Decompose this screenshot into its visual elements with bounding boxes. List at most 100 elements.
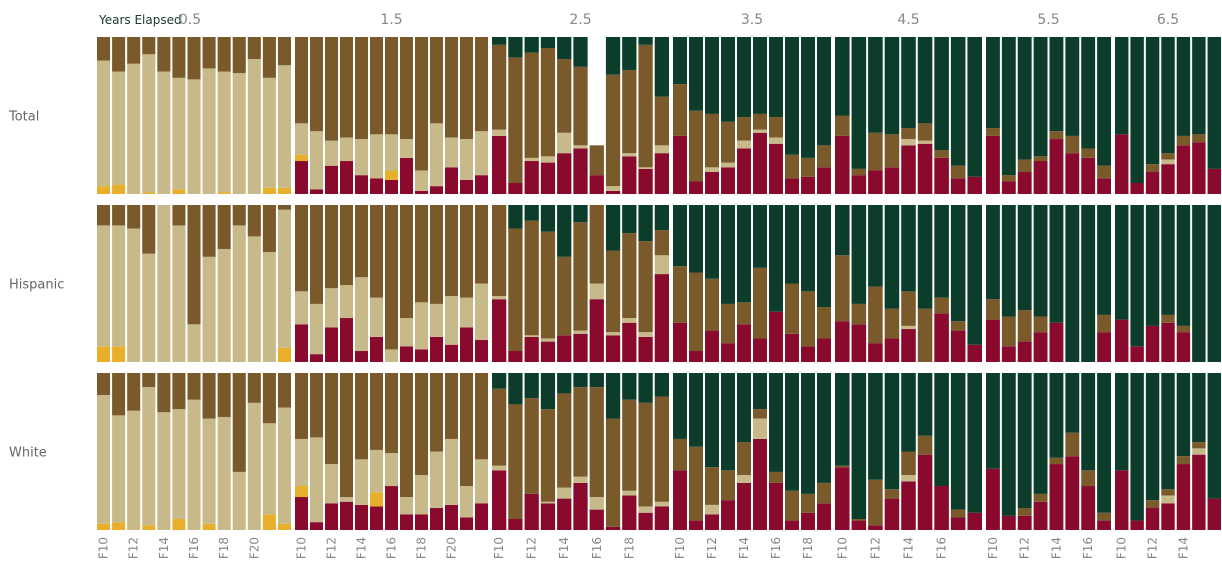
bar-segment-brown <box>325 37 338 141</box>
bar-segment-crimson <box>835 135 850 194</box>
bar-segment-green <box>557 373 572 394</box>
bar-segment-tan <box>277 407 291 524</box>
bar-segment-crimson <box>1176 464 1191 530</box>
bar-segment-tan <box>127 410 141 530</box>
bar-segment-crimson <box>385 179 398 194</box>
bar-segment-brown <box>589 205 604 284</box>
bar-segment-crimson <box>589 175 604 194</box>
bar-segment-brown <box>917 123 933 141</box>
bar-segment-crimson <box>1049 139 1064 194</box>
bar-segment-brown <box>475 37 488 132</box>
bar-segment-brown <box>232 37 246 74</box>
bar-segment-tan <box>430 451 443 509</box>
bar-segment-green <box>654 37 669 97</box>
bar-segment-brown <box>1017 159 1032 173</box>
bar-segment-green <box>884 205 900 309</box>
x-tick-label: F10 <box>97 537 111 559</box>
bar-segment-brown <box>1049 457 1064 465</box>
bar-segment-brown <box>1192 442 1206 449</box>
bar-segment-crimson <box>950 330 966 362</box>
bar-segment-brown <box>187 205 201 325</box>
bar-segment-crimson <box>673 135 687 194</box>
bar-segment-gold <box>97 346 111 362</box>
x-tick-label: F10 <box>492 537 506 559</box>
bar-segment-green <box>801 373 815 494</box>
bar-segment-brown <box>638 402 653 507</box>
bar-segment-tan <box>97 60 111 187</box>
bar-segment-crimson <box>557 498 572 530</box>
bar-segment-tan <box>400 318 413 347</box>
bar-segment-crimson <box>884 338 900 362</box>
bar-segment-crimson <box>430 336 443 362</box>
bar-segment-green <box>492 373 507 389</box>
bar-segment-crimson <box>385 486 398 530</box>
bar-segment-brown <box>508 228 523 352</box>
bar-segment-crimson <box>400 514 413 530</box>
bar-segment-brown <box>262 37 276 78</box>
x-tick-label: F12 <box>705 537 719 559</box>
bar-segment-crimson <box>901 329 916 362</box>
bar-segment-crimson <box>934 157 949 194</box>
bar-segment-green <box>868 373 883 480</box>
bar-segment-brown <box>785 490 799 521</box>
bar-segment-green <box>622 205 637 234</box>
bar-segment-green <box>1207 205 1221 362</box>
bar-segment-brown <box>934 150 949 158</box>
x-tick-label: F18 <box>415 537 429 559</box>
bar-segment-tan <box>97 394 111 524</box>
bar-segment-green <box>1145 205 1160 326</box>
bar-segment-brown <box>737 302 751 325</box>
bar-segment-brown <box>247 205 261 237</box>
bar-segment-crimson <box>1017 515 1032 530</box>
bar-segment-crimson <box>622 322 637 362</box>
bar-segment-green <box>1065 373 1080 433</box>
bar-segment-crimson <box>917 454 933 530</box>
bar-segment-green <box>917 205 933 309</box>
x-tick-label: F14 <box>157 537 171 559</box>
bar-segment-tan <box>524 335 539 337</box>
bar-segment-crimson <box>884 498 900 530</box>
bar-segment-crimson <box>460 517 473 530</box>
bar-segment-gold <box>217 192 231 194</box>
bar-segment-green <box>868 205 883 287</box>
bar-segment-crimson <box>400 346 413 362</box>
x-tick-label: F20 <box>247 537 261 559</box>
bar-segment-brown <box>721 303 735 344</box>
bar-segment-green <box>1001 37 1016 176</box>
bar-segment-crimson <box>705 172 719 194</box>
bar-segment-brown <box>445 205 458 297</box>
bar-segment-green <box>1161 373 1175 490</box>
bar-segment-green <box>753 373 767 410</box>
column-header-label: 0.5 <box>179 12 201 28</box>
bar-segment-crimson <box>986 468 1000 530</box>
bar-segment-brown <box>370 373 383 450</box>
bar-segment-green <box>1161 205 1175 315</box>
bar-segment-tan <box>400 139 413 158</box>
bar-segment-tan <box>492 129 507 136</box>
bar-segment-crimson <box>1145 508 1160 530</box>
bar-segment-green <box>986 37 1000 129</box>
bar-segment-tan <box>917 140 933 144</box>
bar-segment-brown <box>172 373 186 410</box>
bar-segment-crimson <box>557 153 572 194</box>
bar-segment-green <box>851 373 867 520</box>
bar-segment-brown <box>673 84 687 136</box>
bar-segment-green <box>508 205 523 229</box>
bar-segment-crimson <box>295 497 308 530</box>
bar-segment-brown <box>884 489 900 499</box>
bar-segment-brown <box>801 291 815 347</box>
bar-segment-crimson <box>1176 332 1191 362</box>
bar-segment-tan <box>1192 448 1206 455</box>
bar-segment-gold <box>112 522 126 530</box>
bar-segment-gold <box>385 170 398 180</box>
bar-segment-green <box>817 37 831 146</box>
bar-segment-brown <box>247 373 261 403</box>
bar-segment-brown <box>385 205 398 350</box>
bar-segment-crimson <box>622 156 637 194</box>
bar-segment-green <box>524 205 539 221</box>
bar-segment-brown <box>127 373 141 411</box>
bar-segment-crimson <box>1049 464 1064 530</box>
bar-segment-brown <box>217 205 231 249</box>
bar-segment-crimson <box>1033 161 1048 194</box>
bar-segment-green <box>1081 37 1096 149</box>
